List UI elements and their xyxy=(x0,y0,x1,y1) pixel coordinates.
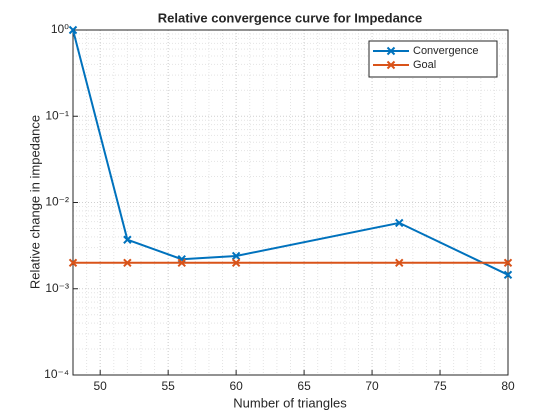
x-axis-label: Number of triangles xyxy=(233,395,347,410)
legend-marker xyxy=(386,46,396,56)
series-line xyxy=(72,29,509,276)
x-tick-label: 70 xyxy=(365,379,379,393)
marker xyxy=(231,251,241,261)
marker xyxy=(395,258,404,267)
y-axis-label: Relative change in impedance xyxy=(27,115,42,289)
x-tick-label: 80 xyxy=(501,379,515,393)
marker xyxy=(123,258,132,267)
marker xyxy=(177,258,186,267)
y-tick-label: 10⁻³ xyxy=(45,281,69,295)
legend-marker xyxy=(386,60,396,70)
marker xyxy=(231,258,241,267)
legend-label: Goal xyxy=(413,59,436,71)
x-tick-label: 75 xyxy=(433,379,447,393)
marker xyxy=(68,258,78,267)
y-tick-label: 10⁻¹ xyxy=(45,108,69,122)
marker xyxy=(503,258,513,267)
x-tick-label: 55 xyxy=(161,379,175,393)
y-tick-label: 10⁻⁴ xyxy=(44,367,69,381)
y-tick-label: 10⁻² xyxy=(45,195,69,209)
chart-title: Relative convergence curve for Impedance xyxy=(158,10,422,25)
marker xyxy=(395,218,404,228)
y-tick-label: 10⁰ xyxy=(51,22,69,36)
x-tick-label: 65 xyxy=(297,379,311,393)
marker xyxy=(68,25,78,35)
x-tick-label: 50 xyxy=(94,379,108,393)
legend-label: Convergence xyxy=(413,45,478,57)
marker xyxy=(503,270,513,280)
x-tick-label: 60 xyxy=(229,379,243,393)
legend-box xyxy=(368,40,498,78)
axes-box xyxy=(72,29,509,376)
marker xyxy=(123,235,132,244)
